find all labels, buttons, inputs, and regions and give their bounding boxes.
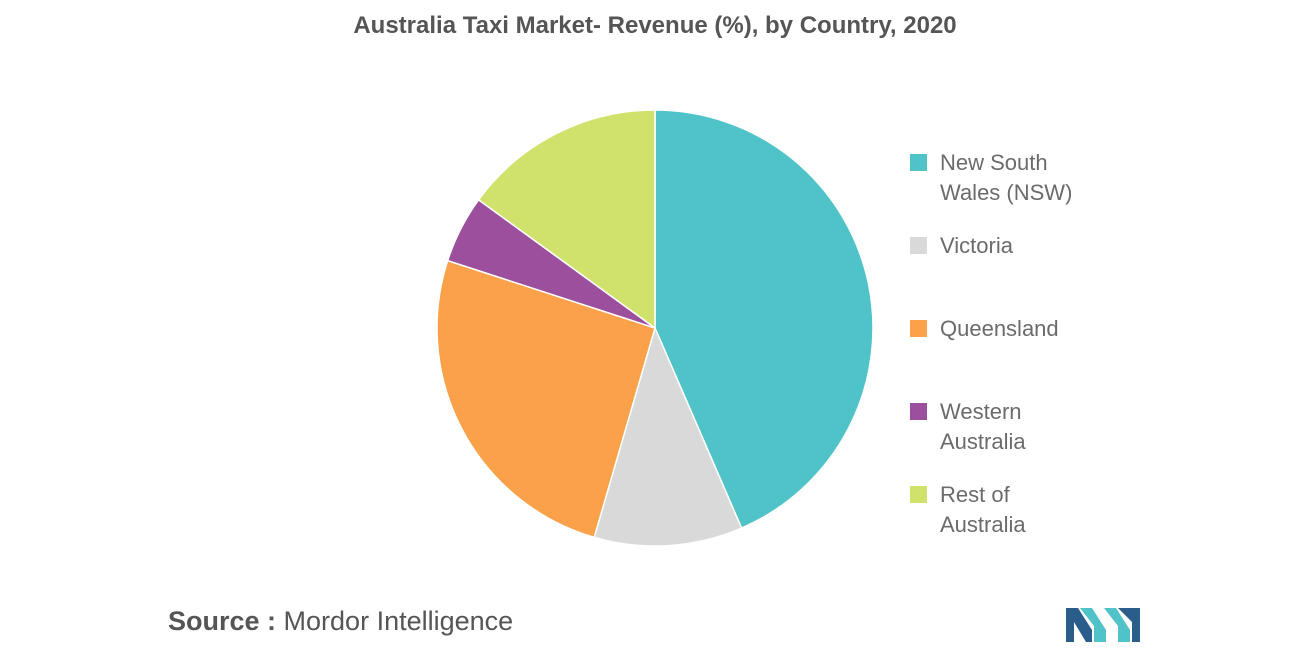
chart-title: Australia Taxi Market- Revenue (%), by C…	[353, 12, 957, 39]
legend-label: New South Wales (NSW)	[940, 150, 1073, 205]
legend-swatch	[910, 320, 927, 337]
legend-swatch	[910, 237, 927, 254]
legend-label: Western Australia	[940, 399, 1026, 454]
legend-item-queensland: Queensland	[910, 314, 1090, 344]
source-prefix: Source :	[168, 606, 277, 636]
source-text: Mordor Intelligence	[283, 606, 514, 636]
pie-slice-nsw	[654, 109, 874, 530]
legend-item-rest-of-australia: Rest of Australia	[910, 480, 1090, 540]
legend-label: Queensland	[940, 316, 1059, 341]
pie-slice-rest-of-australia	[477, 109, 656, 330]
legend-item-western-australia: Western Australia	[910, 397, 1090, 457]
legend-swatch	[910, 154, 927, 171]
mordor-intelligence-logo-icon	[1066, 608, 1140, 642]
pie-slice-queensland	[436, 259, 656, 539]
source-note: Source : Mordor Intelligence	[168, 606, 513, 637]
pie-slice-victoria	[593, 325, 743, 547]
legend-label: Rest of Australia	[940, 482, 1026, 537]
legend-item-victoria: Victoria	[910, 231, 1090, 261]
legend-swatch	[910, 403, 927, 420]
legend-label: Victoria	[940, 233, 1013, 258]
legend-swatch	[910, 486, 927, 503]
legend-item-nsw: New South Wales (NSW)	[910, 148, 1090, 208]
